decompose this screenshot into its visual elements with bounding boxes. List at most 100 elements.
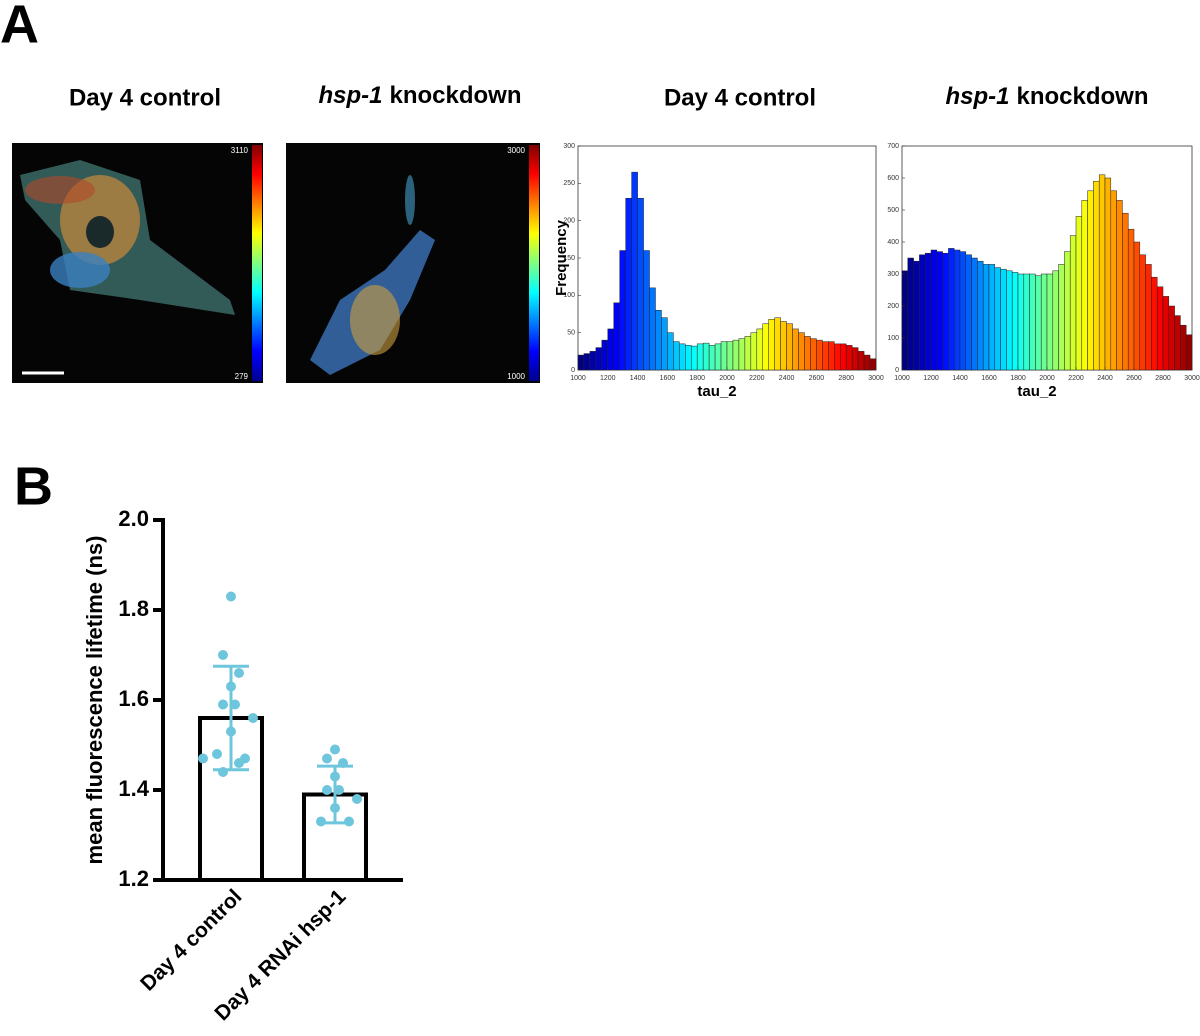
bar: [1000, 268, 1007, 371]
bar: [625, 198, 632, 371]
bar: [1180, 324, 1187, 371]
bar: [667, 332, 674, 371]
y-tick-label: 1.2: [118, 866, 149, 891]
data-point: [330, 803, 340, 813]
bar: [690, 345, 698, 371]
bar: [1110, 190, 1117, 371]
bar: [1029, 273, 1036, 371]
bar: [924, 252, 932, 371]
bar: [1069, 235, 1077, 371]
panel-label: A: [0, 0, 39, 54]
bar: [577, 354, 585, 371]
scale-max: 3000: [507, 146, 525, 155]
bar: [1122, 212, 1129, 371]
bar: [798, 332, 805, 371]
bar: [780, 321, 787, 371]
bar: [1093, 180, 1100, 371]
bar: [601, 339, 609, 371]
bar: [1075, 216, 1083, 371]
data-point: [230, 699, 240, 710]
data-point: [234, 758, 244, 768]
x-tick-label: 1000: [570, 375, 586, 382]
x-tick-label: 1800: [1010, 375, 1026, 382]
data-point: [330, 744, 340, 755]
bar: [816, 339, 823, 371]
bar: [919, 254, 926, 371]
bar: [714, 343, 722, 371]
bar: [1174, 315, 1181, 371]
bar: [631, 171, 638, 371]
bar: [869, 358, 877, 371]
bar: [953, 249, 961, 371]
x-axis-label: tau_2: [1017, 383, 1056, 400]
y-tick-label: 1.8: [118, 596, 149, 621]
y-tick-label: 700: [887, 143, 899, 150]
y-tick-label: 50: [567, 330, 575, 337]
bar: [977, 260, 984, 371]
bar: [828, 341, 835, 371]
bar: [1017, 273, 1025, 371]
x-tick-label: 1600: [981, 375, 997, 382]
bar: [685, 345, 692, 371]
bar: [1156, 286, 1164, 371]
bar: [982, 264, 990, 371]
bar: [1087, 190, 1094, 371]
data-point: [212, 749, 222, 759]
bar: [679, 343, 686, 371]
y-tick-label: 200: [563, 218, 575, 225]
bar: [673, 341, 680, 371]
y-tick-label: 300: [887, 271, 899, 278]
bar: [1052, 270, 1059, 371]
y-tick-label: 1.4: [118, 776, 149, 801]
bar: [1168, 305, 1175, 371]
bar: [786, 323, 793, 371]
bar: [649, 287, 656, 371]
bar: [971, 257, 978, 371]
bar: [930, 249, 938, 371]
x-tick-label: Day 4 control: [136, 885, 246, 995]
y-tick-label: 100: [563, 292, 575, 299]
data-point: [322, 785, 332, 795]
y-tick-label: 250: [563, 180, 575, 187]
bar: [1035, 275, 1042, 371]
bar: [702, 342, 710, 371]
x-tick-label: 1400: [630, 375, 646, 382]
bar: [965, 254, 972, 371]
bar: [708, 345, 716, 371]
bar: [619, 250, 626, 371]
bar: [1011, 272, 1019, 371]
bar: [901, 270, 909, 371]
bar: [1145, 264, 1152, 371]
data-point: [218, 699, 228, 710]
x-tick-label: 1400: [952, 375, 968, 382]
title-text: knockdown: [1017, 83, 1149, 110]
bar: [959, 251, 967, 371]
data-point: [226, 726, 236, 737]
bar: [1162, 296, 1170, 371]
chart-title: Day 4 control: [664, 84, 816, 111]
x-tick-label: 2200: [1068, 375, 1084, 382]
bar: [1064, 251, 1071, 371]
bar: [994, 267, 1001, 371]
x-tick-label: 2400: [1097, 375, 1113, 382]
bar: [589, 351, 597, 371]
bar: [744, 336, 752, 371]
y-tick-label: 600: [887, 175, 899, 182]
bar: [720, 341, 728, 371]
data-point: [338, 758, 348, 768]
bar: [839, 343, 847, 371]
image-title: Day 4 control: [69, 84, 221, 111]
bar: [1023, 273, 1030, 371]
data-point: [218, 767, 228, 777]
scale-min: 1000: [507, 372, 525, 381]
title-text: knockdown: [390, 82, 522, 109]
x-tick-label: 2200: [749, 375, 765, 382]
bar: [1081, 200, 1088, 371]
x-tick-label: 2000: [719, 375, 735, 382]
data-point: [226, 681, 236, 692]
x-tick-label: 1600: [660, 375, 676, 382]
bar: [1151, 276, 1158, 371]
y-tick-label: 400: [887, 239, 899, 246]
bar: [1133, 241, 1141, 371]
